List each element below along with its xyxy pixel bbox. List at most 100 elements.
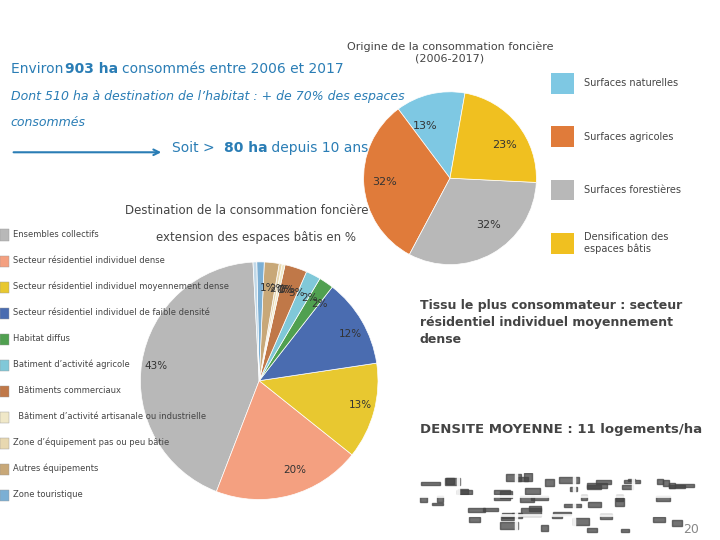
Text: Densification des
espaces bâtis: Densification des espaces bâtis (584, 232, 668, 254)
Text: Surfaces naturelles: Surfaces naturelles (584, 78, 678, 88)
Bar (580, 495, 587, 501)
Bar (588, 502, 601, 507)
Text: 2%: 2% (312, 299, 328, 309)
Bar (551, 73, 574, 93)
Text: 32%: 32% (477, 220, 501, 230)
Text: 43%: 43% (145, 361, 168, 371)
Wedge shape (398, 92, 465, 178)
Text: 32%: 32% (372, 177, 397, 187)
Bar (552, 515, 562, 518)
Bar (0, 281, 9, 293)
Wedge shape (259, 363, 378, 455)
Title: Origine de la consommation foncière
(2006-2017): Origine de la consommation foncière (200… (347, 42, 553, 64)
Bar (657, 478, 663, 484)
Bar (628, 479, 636, 481)
Bar (551, 126, 574, 147)
Bar (672, 520, 683, 526)
Wedge shape (259, 262, 279, 381)
Text: Batiment d’activité agricole: Batiment d’activité agricole (13, 360, 130, 369)
Bar (431, 503, 444, 505)
Wedge shape (253, 262, 259, 381)
Text: Surfaces forestières: Surfaces forestières (584, 185, 681, 195)
Bar (500, 522, 518, 529)
Text: extension des espaces bâtis en %: extension des espaces bâtis en % (156, 231, 356, 244)
Bar (512, 513, 520, 515)
Bar (500, 491, 513, 497)
Bar (446, 478, 454, 484)
Text: Destination de la consommation foncière en: Destination de la consommation foncière … (125, 204, 387, 217)
Text: Secteur résidentiel individuel moyennement dense: Secteur résidentiel individuel moyenneme… (13, 281, 229, 291)
Text: Bâtiments commerciaux: Bâtiments commerciaux (13, 386, 121, 395)
Text: Ensembles collectifs: Ensembles collectifs (13, 230, 99, 239)
Text: 20%: 20% (284, 465, 307, 475)
Bar (656, 496, 670, 501)
Bar (600, 514, 612, 519)
Bar (551, 233, 574, 254)
Text: 903 ha: 903 ha (66, 62, 118, 76)
Wedge shape (259, 264, 282, 381)
Text: Secteur résidentiel individuel de faible densité: Secteur résidentiel individuel de faible… (13, 308, 210, 317)
Text: Habitat diffus: Habitat diffus (13, 334, 70, 343)
Wedge shape (259, 272, 320, 381)
Bar (0, 230, 9, 241)
Bar (0, 334, 9, 345)
Bar (541, 525, 548, 531)
Text: 0%: 0% (276, 285, 292, 294)
Bar (616, 498, 624, 506)
Bar (531, 496, 549, 500)
Bar (506, 474, 521, 482)
Bar (572, 518, 589, 525)
Text: consommés entre 2006 et 2017: consommés entre 2006 et 2017 (122, 62, 343, 76)
Bar (621, 485, 634, 489)
Bar (482, 508, 498, 511)
Bar (559, 477, 579, 483)
Wedge shape (259, 265, 307, 381)
Wedge shape (410, 178, 536, 265)
Text: Tissu le plus consommateur : secteur
résidentiel individuel moyennement
dense: Tissu le plus consommateur : secteur rés… (420, 299, 682, 346)
Bar (0, 464, 9, 475)
Bar (494, 490, 510, 494)
Text: 23%: 23% (492, 140, 517, 150)
Bar (587, 483, 606, 488)
Bar (663, 480, 670, 487)
Bar (570, 487, 577, 491)
Text: Zone touristique: Zone touristique (13, 490, 82, 500)
Text: 2%: 2% (302, 293, 318, 303)
Bar (436, 496, 443, 502)
Bar (564, 504, 581, 508)
Text: depuis 10 ans: depuis 10 ans (267, 141, 368, 156)
Wedge shape (450, 93, 536, 183)
Text: Surfaces agricoles: Surfaces agricoles (584, 132, 673, 141)
Text: DENSITE MOYENNE : 11 logements/ha: DENSITE MOYENNE : 11 logements/ha (420, 423, 702, 436)
Bar (0, 438, 9, 449)
Bar (0, 308, 9, 319)
Wedge shape (140, 262, 259, 491)
Bar (420, 482, 440, 484)
Bar (445, 477, 459, 485)
Wedge shape (259, 279, 333, 381)
Text: Autres équipements: Autres équipements (13, 464, 98, 474)
Bar (621, 529, 629, 532)
Bar (517, 477, 528, 481)
Text: 20: 20 (683, 523, 699, 536)
Text: Zone d’équipement pas ou peu bâtie: Zone d’équipement pas ou peu bâtie (13, 438, 169, 448)
Bar (495, 497, 510, 500)
Text: 2%: 2% (269, 284, 286, 294)
Bar (0, 412, 9, 423)
Bar (0, 386, 9, 397)
Text: 0%: 0% (278, 285, 294, 295)
Text: 80 ha: 80 ha (225, 141, 268, 156)
Bar (616, 495, 624, 501)
Bar (521, 509, 541, 516)
Bar (502, 513, 522, 518)
Bar (0, 360, 9, 371)
Bar (551, 180, 574, 200)
Wedge shape (217, 381, 352, 500)
Bar (501, 515, 514, 520)
Bar (0, 255, 9, 267)
Bar (669, 483, 675, 488)
Bar (588, 485, 600, 489)
Bar (624, 480, 641, 483)
Wedge shape (259, 287, 377, 381)
Text: Soit >: Soit > (172, 141, 219, 156)
